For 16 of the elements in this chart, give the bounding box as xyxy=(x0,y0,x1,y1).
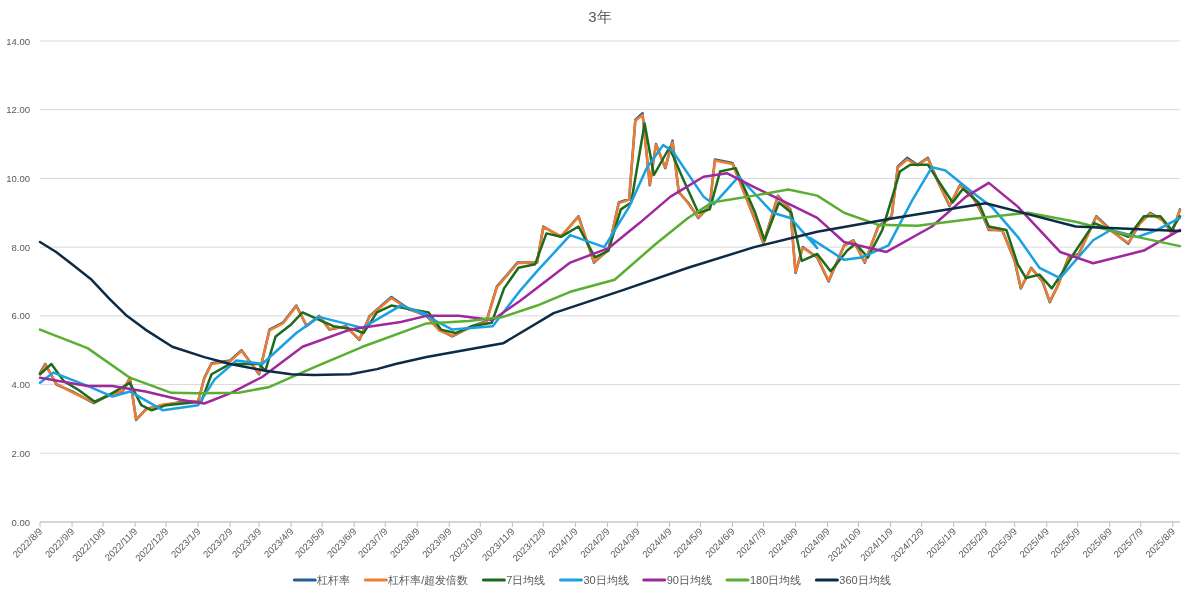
chart-title: 3年 xyxy=(588,8,612,25)
y-tick-label: 4.00 xyxy=(11,379,30,391)
y-tick-label: 8.00 xyxy=(11,241,30,253)
y-tick-label: 6.00 xyxy=(11,310,30,322)
legend-label: 180日均线 xyxy=(749,574,802,586)
y-tick-label: 2.00 xyxy=(11,447,30,459)
legend-label: 杠杆率 xyxy=(316,574,351,586)
y-tick-label: 14.00 xyxy=(6,35,30,47)
y-tick-label: 12.00 xyxy=(6,104,30,116)
y-tick-label: 10.00 xyxy=(6,172,30,184)
legend-label: 90日均线 xyxy=(666,574,712,586)
y-tick-label: 0.00 xyxy=(11,516,30,528)
legend-label: 杠杆率/超发倍数 xyxy=(387,574,469,586)
legend-label: 30日均线 xyxy=(583,574,629,586)
legend-label: 360日均线 xyxy=(839,574,891,586)
legend-label: 7日均线 xyxy=(506,574,546,586)
